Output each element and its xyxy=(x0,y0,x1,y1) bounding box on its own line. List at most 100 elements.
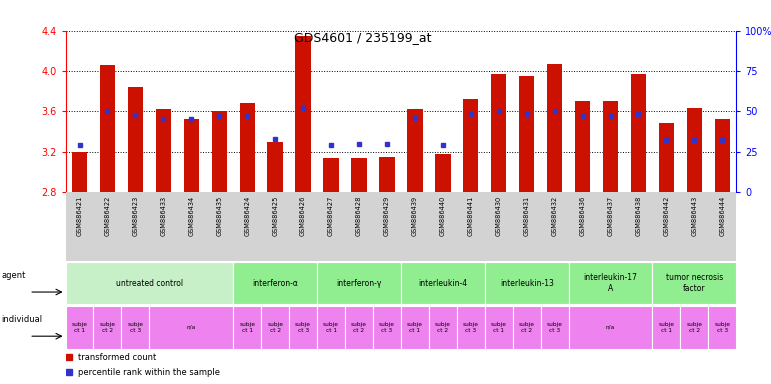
Text: transformed count: transformed count xyxy=(78,353,156,362)
Text: subje
ct 3: subje ct 3 xyxy=(714,322,730,333)
Text: subje
ct 2: subje ct 2 xyxy=(99,322,116,333)
Text: GSM886421: GSM886421 xyxy=(76,195,82,236)
Text: GSM886427: GSM886427 xyxy=(328,195,334,236)
Bar xyxy=(709,306,736,349)
Bar xyxy=(575,101,591,192)
Bar xyxy=(568,262,652,305)
Text: n/a: n/a xyxy=(187,325,196,330)
Text: GSM886440: GSM886440 xyxy=(439,195,446,236)
Text: subje
ct 2: subje ct 2 xyxy=(519,322,535,333)
Text: GSM886444: GSM886444 xyxy=(719,195,726,236)
Text: percentile rank within the sample: percentile rank within the sample xyxy=(78,368,220,377)
Bar xyxy=(680,306,709,349)
Text: GSM886424: GSM886424 xyxy=(244,195,251,236)
Text: GSM886433: GSM886433 xyxy=(160,195,167,235)
Bar xyxy=(435,154,450,192)
Bar xyxy=(211,111,227,192)
Bar xyxy=(463,99,479,192)
Text: GSM886434: GSM886434 xyxy=(188,195,194,236)
Text: GSM886436: GSM886436 xyxy=(580,195,586,236)
Bar xyxy=(317,262,401,305)
Bar xyxy=(456,306,485,349)
Bar xyxy=(261,306,289,349)
Bar xyxy=(317,306,345,349)
Bar xyxy=(547,64,562,192)
Text: tumor necrosis
factor: tumor necrosis factor xyxy=(665,273,723,293)
Text: untreated control: untreated control xyxy=(116,279,183,288)
Bar xyxy=(401,306,429,349)
Text: interferon-γ: interferon-γ xyxy=(336,279,382,288)
Bar xyxy=(323,158,338,192)
Text: subje
ct 2: subje ct 2 xyxy=(435,322,451,333)
Text: GSM886443: GSM886443 xyxy=(692,195,698,236)
Bar xyxy=(485,306,513,349)
Bar xyxy=(233,262,317,305)
Bar xyxy=(513,306,540,349)
Bar xyxy=(379,157,395,192)
Text: GSM886428: GSM886428 xyxy=(356,195,362,236)
Bar xyxy=(240,103,255,192)
Bar xyxy=(540,306,568,349)
Bar xyxy=(407,109,423,192)
Bar xyxy=(603,101,618,192)
Text: GSM886425: GSM886425 xyxy=(272,195,278,236)
Bar xyxy=(652,262,736,305)
Text: GSM886432: GSM886432 xyxy=(551,195,557,236)
Text: subje
ct 1: subje ct 1 xyxy=(407,322,423,333)
Bar xyxy=(401,262,485,305)
Text: subje
ct 1: subje ct 1 xyxy=(72,322,88,333)
Bar xyxy=(233,306,261,349)
Text: subje
ct 3: subje ct 3 xyxy=(295,322,311,333)
Bar xyxy=(345,306,373,349)
Text: subje
ct 1: subje ct 1 xyxy=(323,322,339,333)
Bar xyxy=(491,74,507,192)
Bar xyxy=(150,306,233,349)
Bar xyxy=(183,119,199,192)
Text: subje
ct 2: subje ct 2 xyxy=(267,322,283,333)
Bar xyxy=(66,306,93,349)
Text: interleukin-13: interleukin-13 xyxy=(500,279,554,288)
Bar xyxy=(687,108,702,192)
Text: GSM886435: GSM886435 xyxy=(216,195,222,236)
Text: GSM886441: GSM886441 xyxy=(468,195,474,236)
Bar xyxy=(122,306,150,349)
Text: GSM886423: GSM886423 xyxy=(133,195,139,236)
Text: GSM886442: GSM886442 xyxy=(663,195,669,236)
Text: interleukin-17
A: interleukin-17 A xyxy=(584,273,638,293)
Bar xyxy=(295,36,311,192)
Bar xyxy=(658,124,674,192)
Text: GSM886429: GSM886429 xyxy=(384,195,390,236)
Bar xyxy=(485,262,568,305)
Text: individual: individual xyxy=(2,315,42,324)
Bar xyxy=(99,65,115,192)
Text: subje
ct 3: subje ct 3 xyxy=(127,322,143,333)
Text: subje
ct 1: subje ct 1 xyxy=(658,322,675,333)
Text: GSM886430: GSM886430 xyxy=(496,195,502,236)
Text: interleukin-4: interleukin-4 xyxy=(419,279,467,288)
Bar xyxy=(715,119,730,192)
Text: subje
ct 3: subje ct 3 xyxy=(379,322,395,333)
Text: subje
ct 2: subje ct 2 xyxy=(686,322,702,333)
Text: GDS4601 / 235199_at: GDS4601 / 235199_at xyxy=(294,31,431,44)
Text: subje
ct 1: subje ct 1 xyxy=(490,322,507,333)
Bar xyxy=(93,306,122,349)
Bar xyxy=(156,109,171,192)
Text: GSM886426: GSM886426 xyxy=(300,195,306,236)
Bar xyxy=(66,262,233,305)
Bar xyxy=(568,306,652,349)
Bar xyxy=(352,158,367,192)
Text: agent: agent xyxy=(2,271,26,280)
Bar xyxy=(268,142,283,192)
Bar xyxy=(289,306,317,349)
Text: GSM886422: GSM886422 xyxy=(104,195,110,236)
Text: GSM886438: GSM886438 xyxy=(635,195,641,236)
Bar xyxy=(128,87,143,192)
Text: subje
ct 2: subje ct 2 xyxy=(351,322,367,333)
Text: GSM886439: GSM886439 xyxy=(412,195,418,235)
Bar xyxy=(519,76,534,192)
Bar xyxy=(652,306,680,349)
Text: GSM886437: GSM886437 xyxy=(608,195,614,236)
Bar xyxy=(72,152,87,192)
Bar xyxy=(429,306,456,349)
Text: subje
ct 3: subje ct 3 xyxy=(463,322,479,333)
